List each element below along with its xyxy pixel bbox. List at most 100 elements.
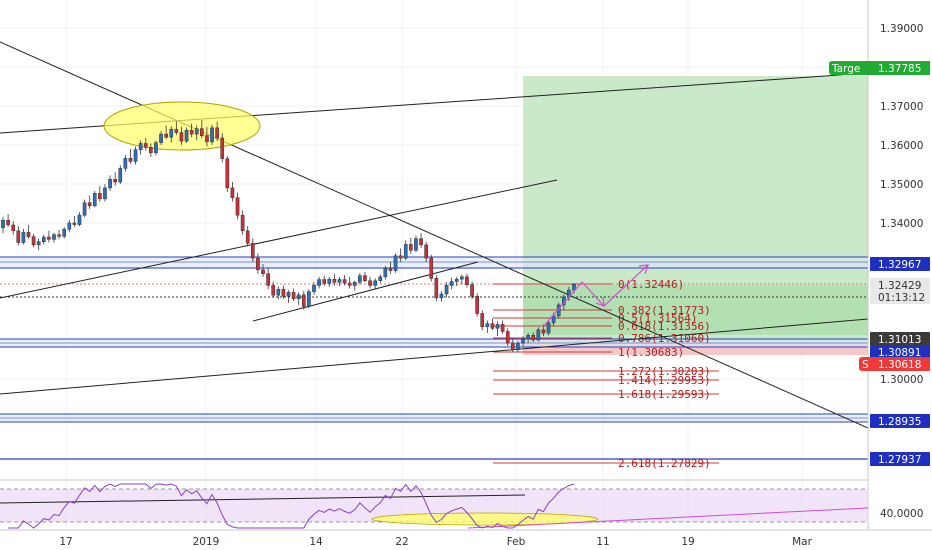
candle-body (551, 315, 556, 324)
price-tick-label: 1.30000 (880, 374, 923, 386)
time-axis-ticks: 17 2019 14 22 Feb 11 19 Mar (59, 536, 812, 548)
candle-body (332, 278, 337, 283)
candle-body (347, 282, 352, 286)
projection-arrow[interactable] (542, 264, 649, 328)
candle-body (41, 236, 46, 242)
candle-body (434, 278, 439, 299)
countdown-badge-label: 01:13:12 (878, 292, 925, 304)
level-2-badge (870, 332, 930, 346)
time-tick-label: Mar (792, 536, 812, 548)
candle-body (184, 129, 189, 142)
candle-body (138, 143, 143, 150)
candle-body (393, 255, 398, 271)
candle-body (541, 329, 546, 334)
candle-body (449, 281, 454, 286)
time-tick-label: 2019 (193, 536, 220, 548)
candle-body (108, 179, 112, 189)
fib-level-label: 0.5(1.31564) (618, 312, 697, 325)
candle-body (154, 142, 158, 154)
candle-body (505, 331, 510, 344)
candle-body (21, 232, 26, 243)
candle-body (516, 342, 520, 350)
candle-body (460, 276, 464, 280)
level-5-badge (870, 452, 930, 466)
candle-body (572, 283, 576, 291)
price-tick-label: 1.36000 (880, 140, 923, 152)
candle-body (470, 284, 474, 297)
candle-body (149, 147, 153, 154)
candle-body (317, 279, 321, 286)
candle-body (485, 323, 490, 327)
candle-body (531, 335, 536, 341)
horizontal-levels (0, 256, 868, 460)
candle-body (189, 129, 194, 135)
candle-body (521, 338, 525, 344)
target-tag[interactable] (829, 61, 874, 75)
price-tick-label: 1.39000 (880, 23, 923, 35)
projection-pivot-head (595, 296, 605, 307)
fib-level-label: 0(1.32446) (618, 278, 684, 291)
candle-body (174, 129, 179, 133)
candle-body (291, 292, 296, 299)
fib-level-label: 1.414(1.29953) (618, 374, 711, 387)
level-1-badge-label: 1.32967 (878, 259, 921, 271)
candle-body (256, 257, 260, 271)
candle-body (123, 158, 128, 169)
candle-body (118, 168, 123, 183)
candle-body (67, 222, 72, 230)
candle-body (215, 127, 219, 139)
level-2-badge-label: 1.31013 (878, 334, 921, 346)
candle-body (87, 202, 92, 207)
candle-body (194, 128, 199, 135)
rising-support-line[interactable] (0, 318, 868, 395)
top-highlight-ellipse[interactable] (103, 101, 261, 151)
candle-body (429, 257, 434, 279)
candle-body (352, 282, 357, 286)
channel-lower-line[interactable] (252, 261, 479, 322)
candle-body (72, 222, 77, 225)
candle-body (424, 244, 428, 259)
candle-body (261, 269, 265, 274)
candle-body (235, 197, 240, 216)
candle-body (383, 267, 388, 278)
candle-body (388, 267, 393, 271)
rsi-highlight-ellipse[interactable] (371, 512, 599, 526)
level-band-1 (0, 257, 868, 269)
stop-badge (870, 357, 930, 371)
candle-body (444, 285, 449, 295)
candle-body (266, 273, 270, 286)
candle-body (36, 241, 41, 246)
fib-level-label: 1.618(1.29593) (618, 388, 711, 401)
candle-body (322, 279, 327, 284)
time-tick-label: 22 (395, 536, 408, 548)
candle-body (52, 234, 56, 240)
channel-upper-line[interactable] (0, 179, 558, 299)
projection-path (542, 264, 649, 328)
fib-level-label: 0.786(1.31060) (618, 332, 711, 345)
time-tick-label: 11 (596, 536, 609, 548)
candle-body (133, 149, 138, 162)
target-badge-label: 1.37785 (878, 63, 921, 75)
last-price-badge (870, 278, 930, 292)
candle-body (205, 135, 209, 143)
candle-body (6, 220, 10, 226)
candle-body (296, 294, 301, 299)
candle-body (301, 294, 306, 307)
candle-body (164, 133, 168, 138)
fib-level-label: 0.618(1.31356) (618, 320, 711, 333)
level-3-badge-label: 1.30891 (878, 347, 921, 359)
fib-level-label: 2.618(1.27829) (618, 457, 711, 470)
time-axis-bg (0, 530, 932, 550)
level-4-badge-label: 1.28935 (878, 416, 921, 428)
rsi-support-line[interactable] (467, 507, 869, 529)
candle-body (342, 279, 347, 284)
profit-zone-inner (523, 285, 868, 343)
candle-body (526, 335, 530, 340)
candle-body (210, 127, 214, 143)
rsi-trendline[interactable] (0, 494, 526, 504)
last-price-badge-label: 1.32429 (878, 280, 921, 292)
candle-body (82, 202, 87, 216)
candle-body (465, 276, 469, 285)
